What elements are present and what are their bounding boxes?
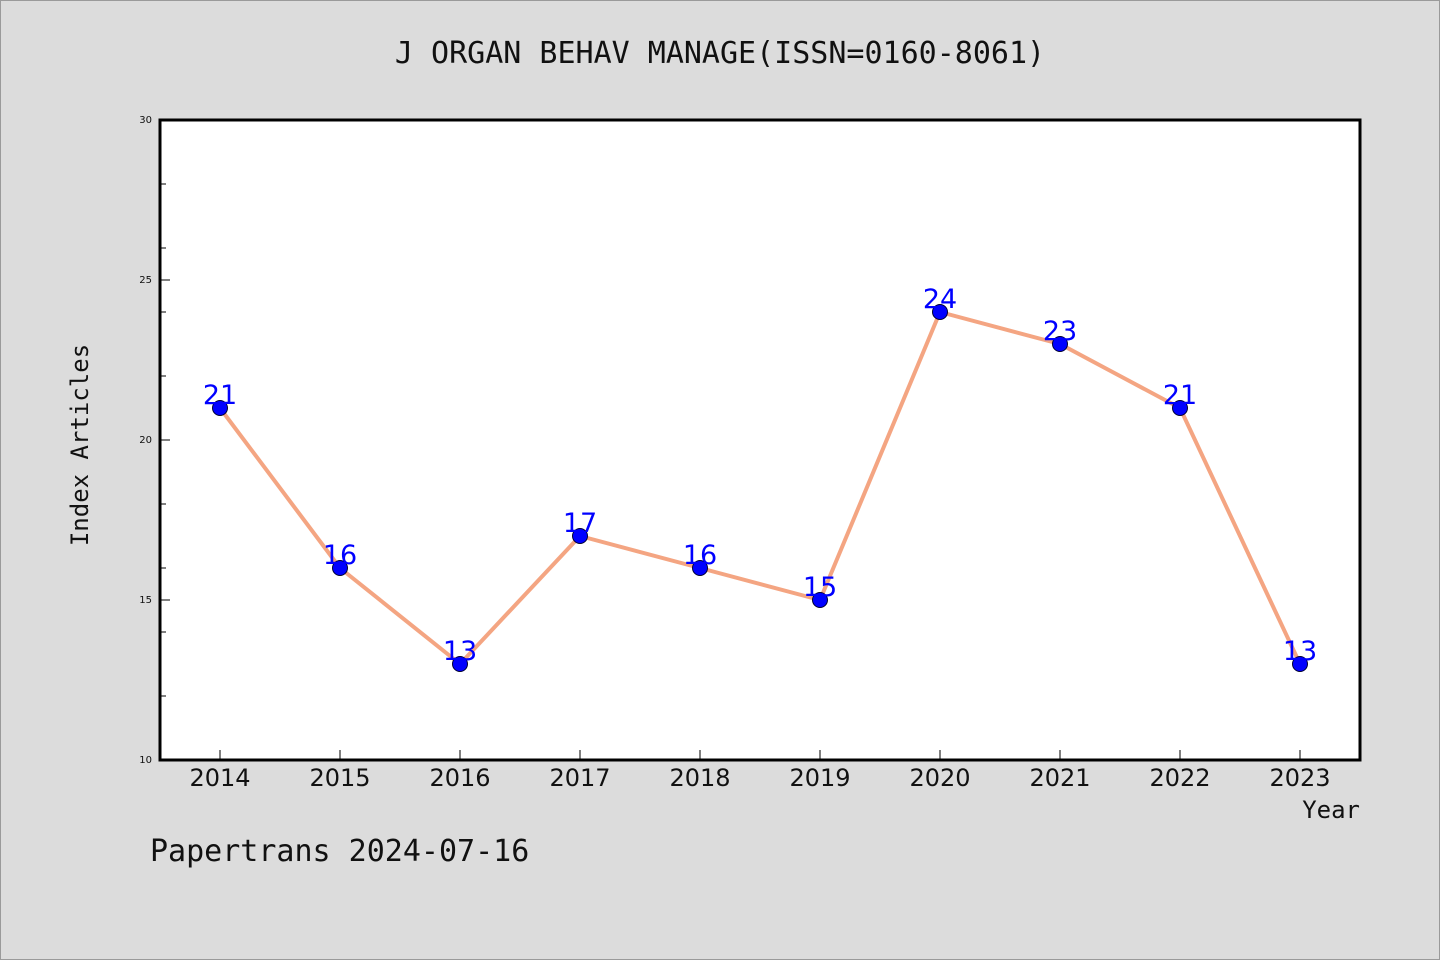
y-axis-label: Index Articles — [66, 343, 94, 547]
x-tick-label: 2016 — [429, 764, 490, 792]
data-label: 16 — [683, 540, 717, 571]
data-label: 13 — [443, 636, 477, 667]
data-point — [812, 592, 828, 608]
data-point — [1052, 336, 1068, 352]
x-tick-label: 2020 — [909, 764, 970, 792]
data-point — [212, 400, 228, 416]
series-index-articles: 21 16 13 17 16 15 24 23 21 13 — [203, 284, 1317, 672]
y-tick-label: 25 — [139, 275, 152, 286]
y-tick-label: 10 — [139, 755, 152, 766]
data-point — [692, 560, 708, 576]
data-label: 21 — [203, 380, 237, 411]
x-tick-label: 2022 — [1149, 764, 1210, 792]
y-tick-label: 30 — [139, 115, 152, 126]
data-label: 15 — [803, 572, 837, 603]
data-point — [932, 304, 948, 320]
x-tick-label: 2021 — [1029, 764, 1090, 792]
chart-title: J ORGAN BEHAV MANAGE(ISSN=0160-8061) — [394, 36, 1046, 71]
x-tick-label: 2023 — [1269, 764, 1330, 792]
x-tick-label: 2014 — [189, 764, 250, 792]
x-tick-label: 2019 — [789, 764, 850, 792]
data-label: 24 — [923, 284, 957, 315]
data-label: 21 — [1163, 380, 1197, 411]
data-label: 23 — [1043, 316, 1077, 347]
data-point — [572, 528, 588, 544]
series-line — [218, 310, 1302, 666]
data-label: 16 — [323, 540, 357, 571]
x-axis-label: Year — [1302, 796, 1360, 824]
data-label: 13 — [1283, 636, 1317, 667]
x-tick-label: 2017 — [549, 764, 610, 792]
data-label: 17 — [563, 508, 597, 539]
plot-area — [158, 118, 1362, 762]
data-point — [452, 656, 468, 672]
data-point — [332, 560, 348, 576]
y-axis: 10 15 20 25 30 — [139, 115, 170, 766]
y-tick-label: 20 — [139, 435, 152, 446]
y-tick-label: 15 — [139, 595, 152, 606]
x-tick-label: 2015 — [309, 764, 370, 792]
x-tick-label: 2018 — [669, 764, 730, 792]
data-point — [1172, 400, 1188, 416]
data-point — [1292, 656, 1308, 672]
x-axis: 2014 2015 2016 2017 2018 2019 2020 2021 2022 2023 — [189, 750, 1331, 792]
footer-source-date: Papertrans 2024-07-16 — [150, 834, 530, 869]
